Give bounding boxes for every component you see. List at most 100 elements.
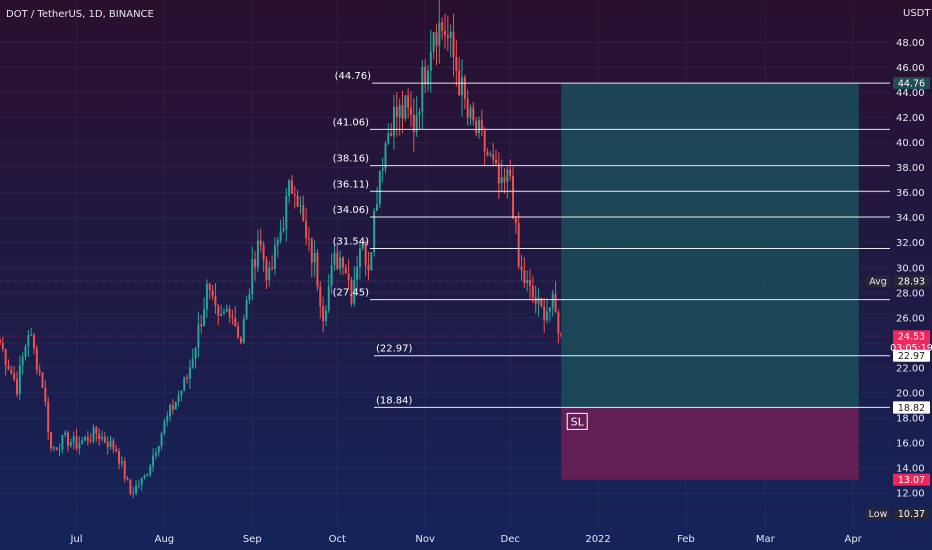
price-badge-bg (893, 330, 930, 355)
candle-body (112, 440, 115, 449)
candle (69, 438, 72, 448)
candle-body (407, 95, 410, 108)
price-badge-bg (893, 473, 930, 486)
candle-body (160, 433, 163, 446)
candle-body (115, 448, 118, 452)
x-axis[interactable]: Jul Aug Sep Oct Nov Dec 2022 Feb Mar Apr (69, 534, 862, 545)
fib-level[interactable]: (44.76) (335, 71, 890, 84)
candle (483, 126, 486, 166)
candle-body (95, 427, 98, 434)
candle-body (401, 105, 404, 119)
candle-body (341, 257, 344, 268)
candle-body (444, 31, 446, 36)
fib-label: (18.84) (376, 395, 413, 406)
fib-level[interactable]: (22.97) (374, 344, 890, 357)
candle-body (427, 70, 429, 85)
candle-body (299, 205, 302, 207)
candle (118, 448, 121, 470)
candle-body (472, 107, 475, 121)
fib-level[interactable]: (38.16) (333, 154, 890, 167)
candle-body (217, 305, 220, 317)
candle-body (463, 77, 466, 99)
candle-body (495, 159, 498, 164)
candle (520, 254, 523, 281)
price-tag-label: Low (869, 509, 888, 520)
candle (548, 306, 551, 322)
x-tick-label: Aug (155, 534, 175, 545)
candle-body (446, 35, 449, 38)
fib-level[interactable]: (27.45) (333, 288, 890, 301)
price-badge-value: 24.53 (898, 332, 925, 343)
candle (361, 239, 364, 251)
candle-body (330, 265, 333, 286)
candle-body (256, 240, 259, 268)
candle (461, 59, 463, 117)
candle-body (282, 228, 285, 232)
candle-body (438, 22, 441, 46)
candle (472, 102, 475, 126)
candle-body (21, 356, 24, 366)
candle (327, 274, 330, 313)
candle (537, 288, 540, 317)
candle (293, 185, 296, 209)
candle-body (234, 318, 237, 327)
y-tick-label: 14.00 (896, 463, 925, 474)
candle (123, 457, 126, 483)
candle (180, 390, 183, 402)
candle (509, 159, 512, 181)
candle-body (67, 432, 70, 446)
profit-zone[interactable] (561, 83, 859, 408)
candle-body (30, 334, 33, 336)
fib-level[interactable]: (41.06) (333, 117, 890, 130)
y-tick-label: 16.00 (896, 438, 925, 449)
price-badge-bg (893, 349, 930, 362)
candle-body (188, 367, 191, 379)
candle-body (358, 248, 361, 267)
fib-level[interactable]: (18.84) (374, 395, 890, 408)
candle-body (149, 466, 152, 475)
candle-body (101, 436, 104, 440)
candle-body (520, 266, 523, 271)
candle (220, 304, 223, 317)
candle-body (4, 348, 7, 366)
candle (86, 430, 89, 446)
candle (194, 347, 197, 369)
sl-marker[interactable]: SL (566, 412, 588, 430)
candle (273, 237, 276, 276)
stop-loss-zone[interactable] (561, 407, 859, 480)
candle-body (478, 119, 481, 134)
candle-body (10, 369, 13, 374)
fib-level[interactable]: (36.11) (333, 179, 890, 192)
candle (330, 253, 333, 294)
candle (432, 32, 435, 60)
candle-body (540, 297, 543, 307)
y-axis[interactable]: 12.0014.0016.0018.0020.0022.0024.0026.00… (866, 38, 932, 520)
candle-body (174, 402, 177, 410)
candle-body (265, 259, 268, 281)
candle (415, 96, 418, 137)
candle (427, 65, 429, 92)
candle (33, 332, 36, 354)
candle-body (251, 259, 254, 295)
candle (67, 430, 70, 452)
candle (55, 447, 58, 451)
candle (205, 279, 208, 318)
fib-level[interactable]: (31.54) (333, 236, 890, 249)
candle-body (381, 168, 384, 171)
fib-level[interactable]: (34.06) (333, 205, 890, 218)
candle (163, 418, 166, 436)
candle-body (200, 324, 203, 327)
x-tick-label: Oct (329, 534, 346, 545)
candle (135, 480, 138, 496)
candle-body (222, 311, 225, 314)
candle-body (327, 285, 330, 311)
price-badge-value: 13.07 (898, 475, 925, 486)
candle (305, 208, 308, 246)
candle (444, 13, 446, 49)
candle (0, 337, 1, 346)
candle (200, 314, 203, 334)
price-badge-value: 22.97 (898, 351, 925, 362)
candle-body (322, 306, 325, 322)
